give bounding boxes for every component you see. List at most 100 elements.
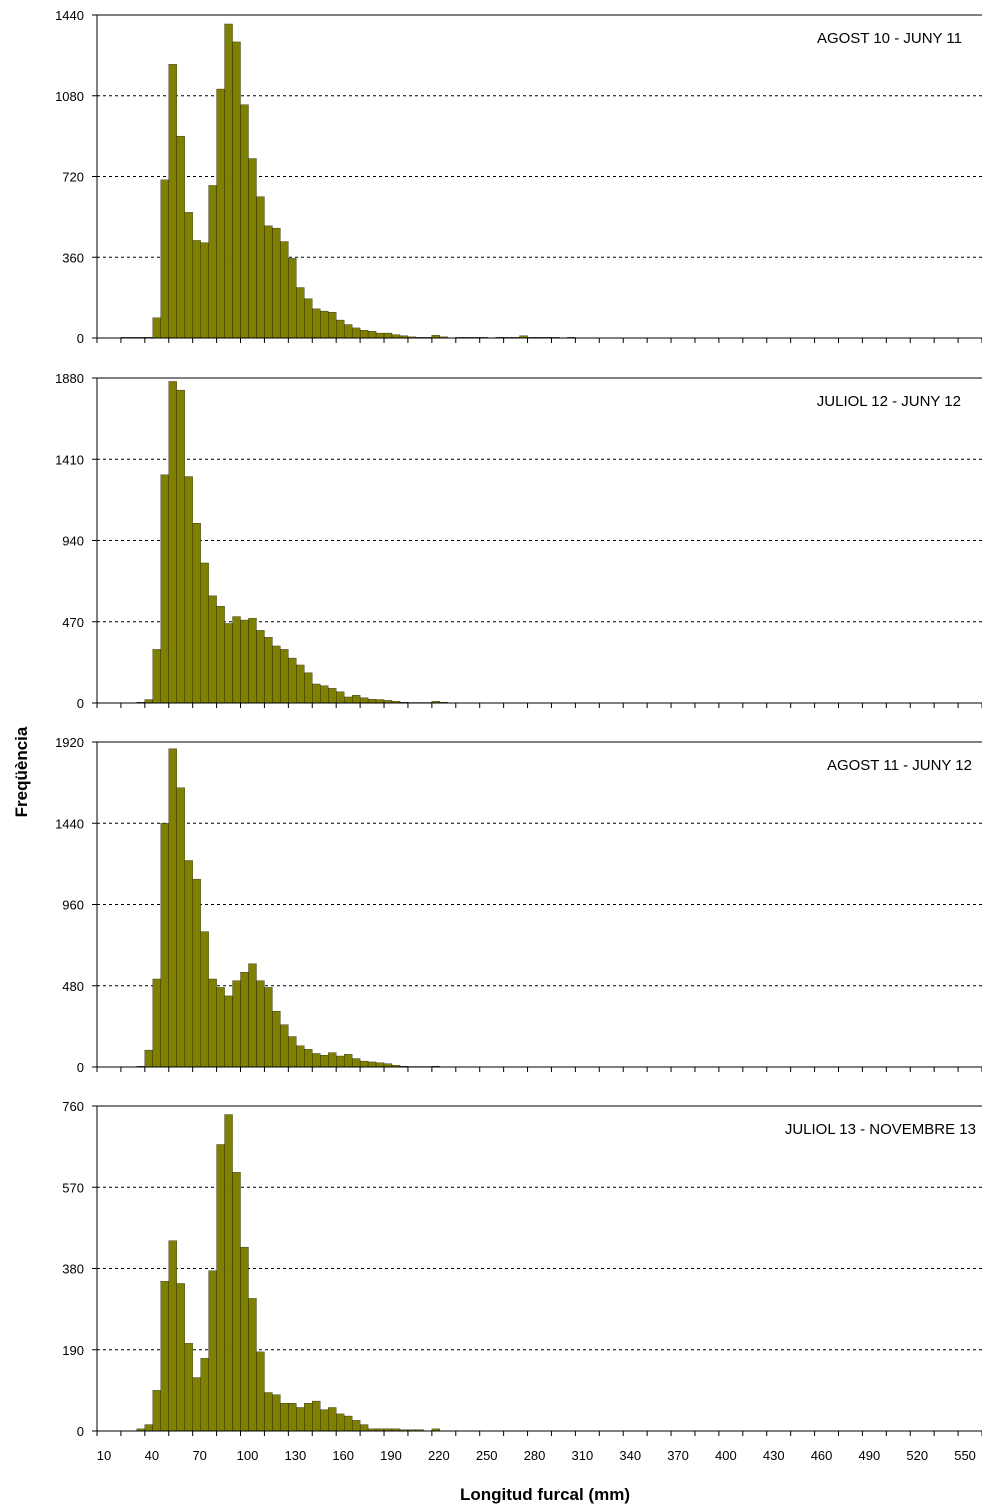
histogram-bar [152,317,161,339]
histogram-bar [328,1052,337,1068]
histogram-bar [312,308,321,339]
histogram-bar [272,645,281,704]
x-tick-label: 340 [619,1448,641,1463]
histogram-bar [200,1358,209,1432]
y-axis-title: Freqüència [12,726,31,817]
x-tick-label: 400 [715,1448,737,1463]
histogram-bar [192,878,201,1068]
histogram-bar [296,1407,305,1432]
histogram-bar [216,88,225,339]
y-tick-label: 1880 [55,371,84,386]
x-tick-label: 430 [763,1448,785,1463]
x-tick-label: 310 [572,1448,594,1463]
y-tick-label: 0 [77,1060,84,1075]
histogram-bar [264,987,273,1068]
histogram-bar [144,699,153,704]
histogram-bar [224,995,233,1068]
histogram-bar [375,699,385,704]
x-tick-label: 160 [332,1448,354,1463]
histogram-bar [224,23,233,339]
histogram-bar [336,1413,345,1432]
x-tick-label: 10 [97,1448,111,1463]
histogram-panel: 0 470 940 1410 1880 JULIOL 12 - JUNY 12 [55,371,982,711]
histogram-bar [176,135,185,339]
y-tick-label: 1440 [55,8,84,23]
histogram-bar [232,41,241,339]
histogram-bar [264,637,273,704]
y-tick-label: 1440 [55,816,84,831]
histogram-bar [160,823,169,1068]
histogram-panel: 0 480 960 1440 1920 AGOST 11 - JUNY 12 [55,735,982,1075]
histogram-bar [152,978,161,1068]
histogram-bar [192,523,201,704]
histogram-bar [240,104,249,339]
histogram-bar [248,618,257,704]
histogram-bar [272,1394,281,1432]
x-tick-label: 190 [380,1448,402,1463]
histogram-bar [344,696,353,704]
histogram-bar [152,1390,161,1432]
histogram-bar [168,381,177,704]
histogram-bar [320,685,329,704]
histogram-bar [232,980,241,1068]
histogram-bar [359,329,369,339]
histogram-bar [224,623,233,704]
histogram-bar [383,332,393,339]
y-tick-label: 1410 [55,452,84,467]
histogram-bar [248,158,257,339]
histogram-bar [288,258,297,339]
panel-label: AGOST 10 - JUNY 11 [817,30,962,47]
histogram-bar [351,1420,361,1432]
histogram-bar [312,1400,321,1432]
histogram-bar [256,1351,265,1432]
histogram-bar [264,225,273,339]
histogram-bar [367,1061,377,1068]
histogram-bar [336,319,345,339]
histogram-bar [328,312,337,339]
x-tick-label: 100 [237,1448,259,1463]
x-axis-title: Longitud furcal (mm) [460,1485,630,1504]
histogram-bar [320,1409,329,1432]
histogram-bar [304,1049,313,1068]
histogram-bar [367,331,377,339]
histogram-bar [359,697,369,704]
histogram-bar [248,963,257,1068]
histogram-bar [208,185,217,339]
x-tick-label: 250 [476,1448,498,1463]
histogram-bar [296,664,305,704]
histogram-bar [280,649,289,704]
histogram-bar [351,327,361,339]
histogram-bar [256,196,265,339]
histogram-bar [288,1036,297,1068]
histogram-bar [320,310,329,339]
y-tick-label: 720 [62,170,84,185]
histogram-panels: 0 360 720 1080 1440 AGOST 10 - JUNY 11 0 470 940… [55,8,982,1463]
x-tick-label: 280 [524,1448,546,1463]
histogram-bar [208,1270,217,1432]
histogram-bar [288,657,297,704]
histogram-bar [351,695,361,704]
histogram-bar [184,860,193,1068]
y-tick-label: 360 [62,250,84,265]
y-tick-label: 570 [62,1180,84,1195]
histogram-bar [328,1407,337,1432]
histogram-bar [176,389,185,704]
histogram-bar [296,287,305,339]
histogram-bar [312,1053,321,1068]
histogram-bar [168,64,177,339]
panel-label: JULIOL 12 - JUNY 12 [817,393,961,410]
y-tick-label: 0 [77,696,84,711]
histogram-bar [351,1058,361,1068]
histogram-bar [144,1424,153,1432]
x-tick-label: 460 [811,1448,833,1463]
histogram-bar [280,1024,289,1068]
y-tick-label: 480 [62,979,84,994]
histogram-bar [375,1062,385,1068]
x-tick-label: 40 [145,1448,159,1463]
x-tick-label: 550 [954,1448,976,1463]
histogram-bar [304,298,313,339]
histogram-bar [232,616,241,704]
histogram-bar [200,562,209,704]
histogram-bar [359,1424,369,1432]
y-tick-label: 380 [62,1262,84,1277]
